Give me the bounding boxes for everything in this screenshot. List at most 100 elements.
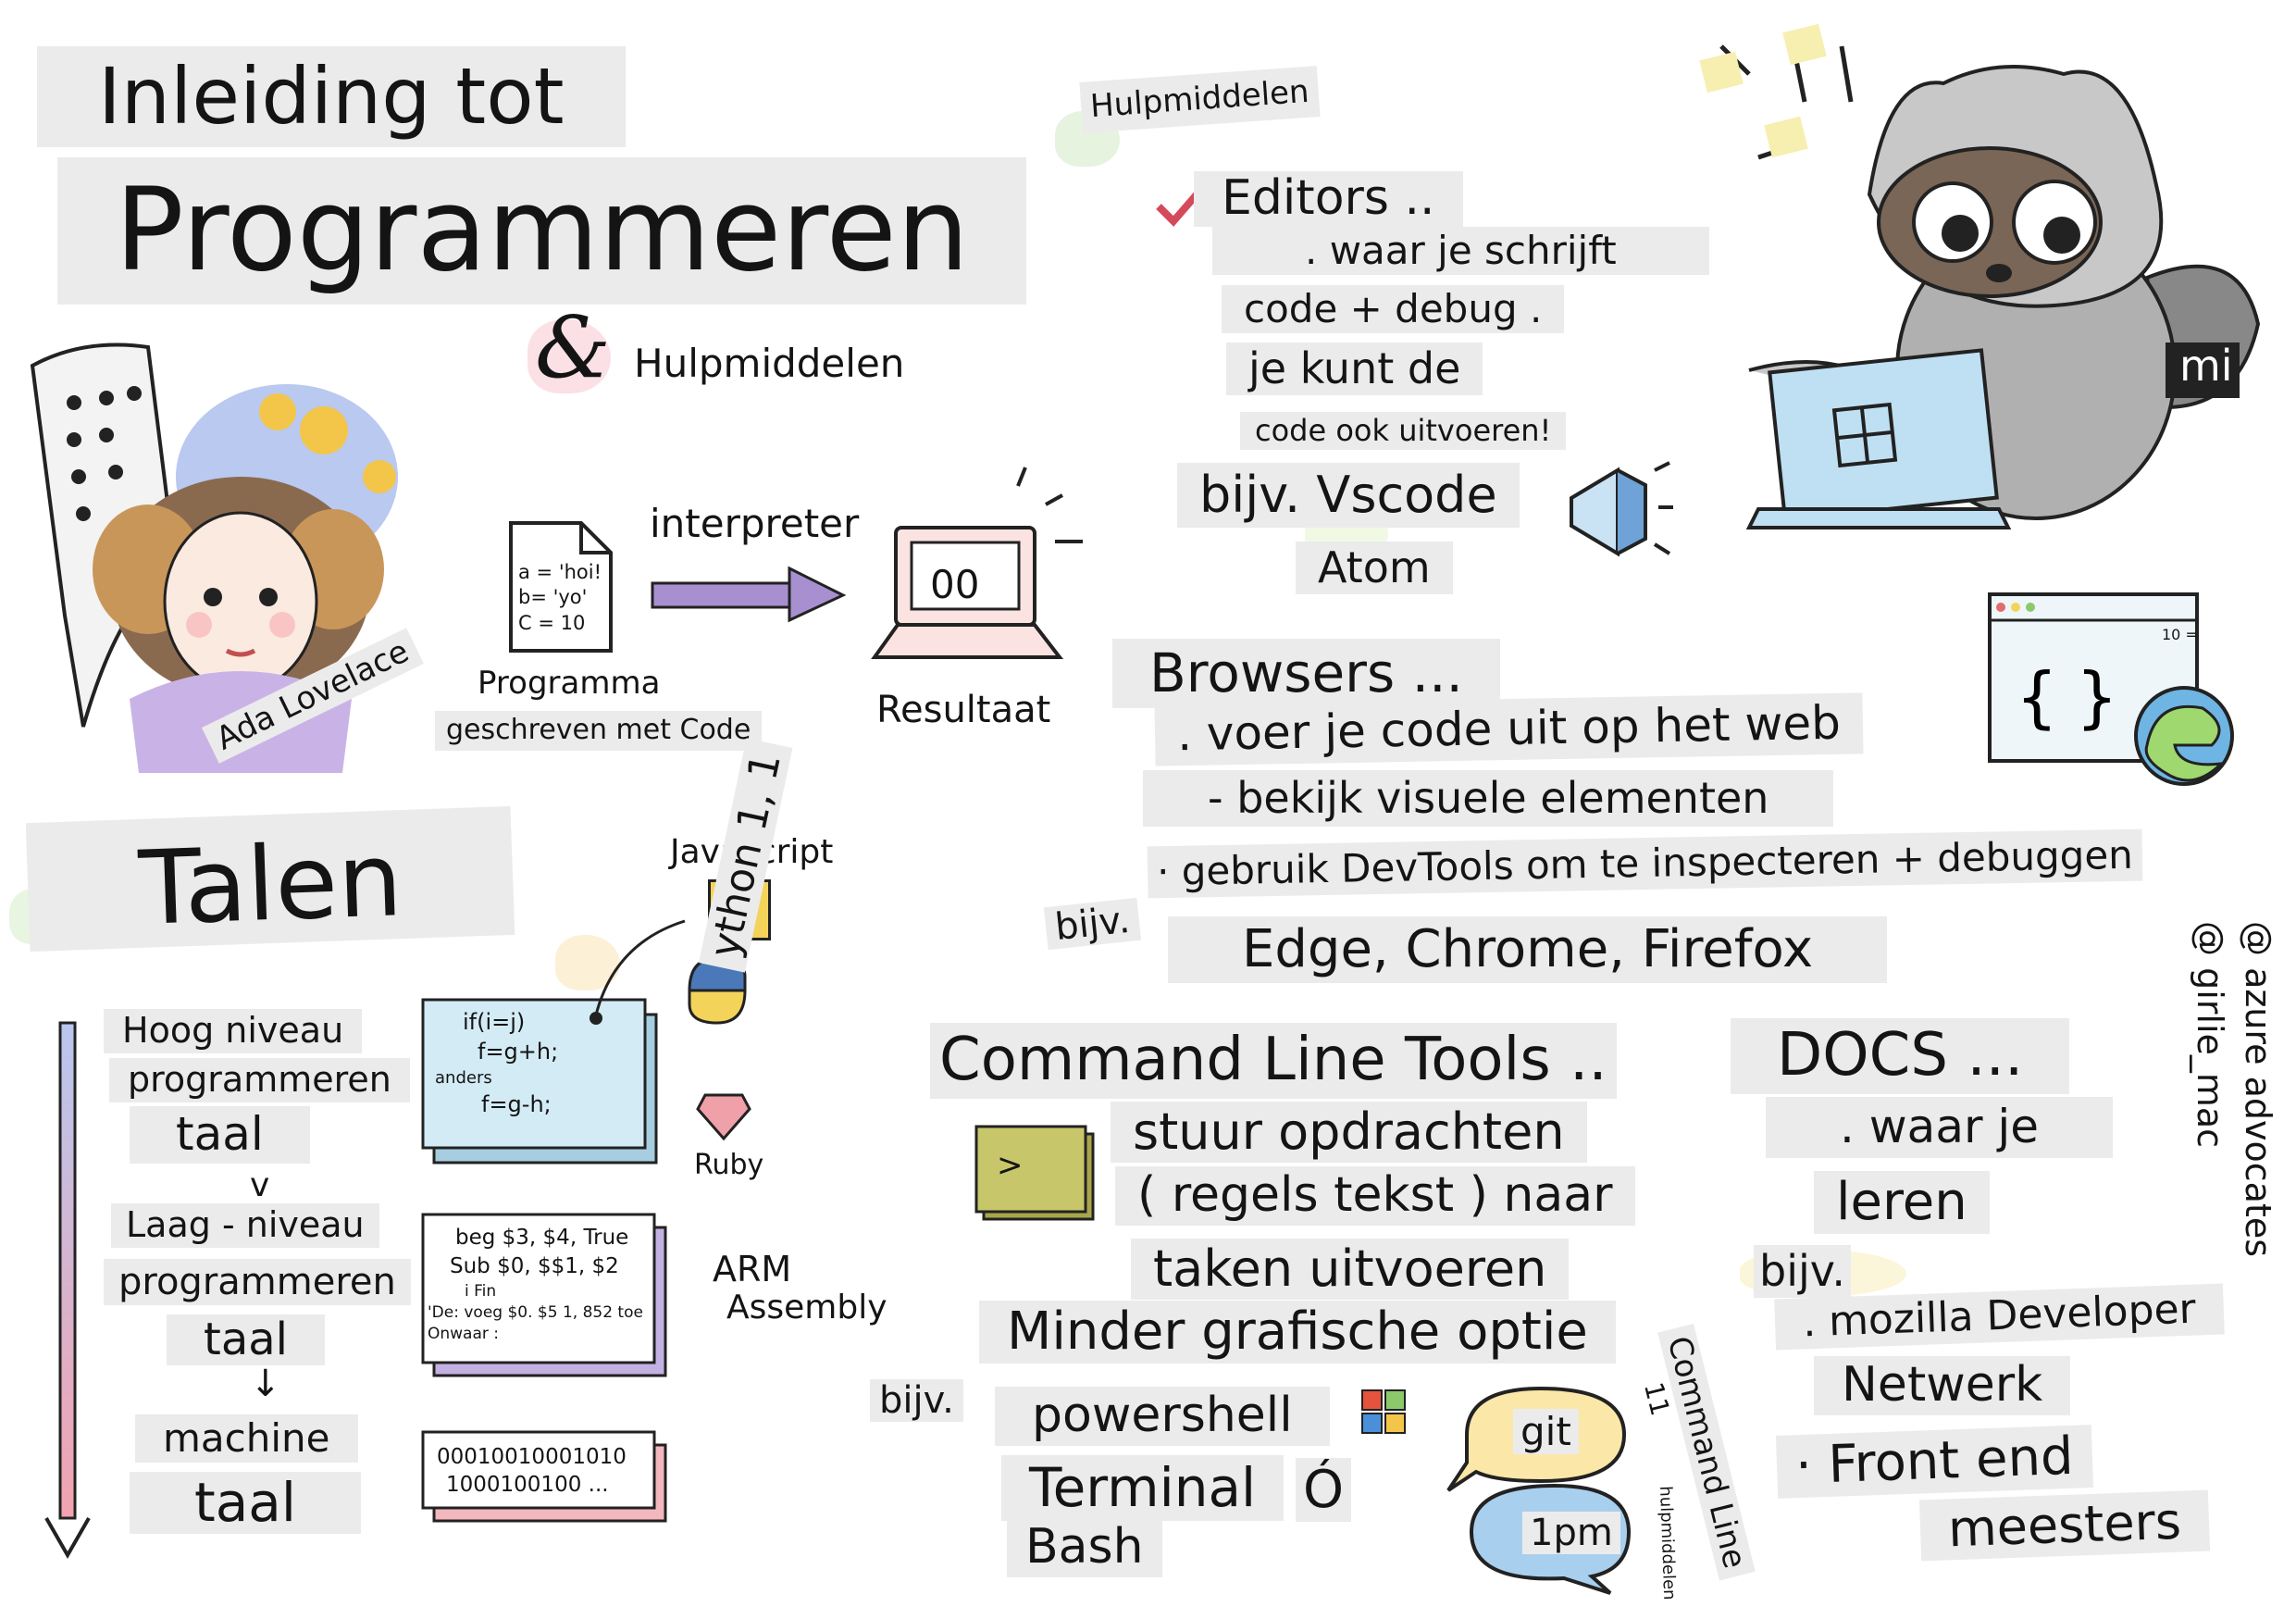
credit-azure: @ azure advocates (2238, 921, 2278, 1258)
ruby-label: Ruby (694, 1149, 764, 1181)
low-level-line1: Laag - niveau (111, 1203, 379, 1248)
editors-atom: Atom (1296, 542, 1453, 594)
browsers-line2: - bekijk visuele elementen (1143, 770, 1834, 827)
code-line: if(i=j) (463, 1009, 526, 1035)
edge-icon (2128, 680, 2240, 791)
code-line: b= 'yo' (518, 586, 588, 609)
browsers-line3: · gebruik DevTools om te inspecteren + d… (1147, 828, 2143, 899)
docs-title: DOCS ... (1731, 1018, 2070, 1094)
browsers-bijv: bijv. (1043, 897, 1142, 951)
docs-example-line2: Netwerk (1814, 1356, 2071, 1415)
high-level-line2: programmeren (109, 1058, 410, 1102)
high-level-line1: Hoog niveau (104, 1009, 363, 1053)
docs-line2: leren (1814, 1171, 1990, 1235)
cli-vertical-sub: hulpmiddelen (1656, 1486, 1680, 1600)
page-title: Programmeren (57, 157, 1027, 305)
docs-example-line4: meesters (1918, 1489, 2210, 1562)
cli-line2: ( regels tekst ) naar (1115, 1166, 1635, 1226)
high-level-code: if(i=j) f=g+h; anders f=g-h; (435, 1007, 558, 1119)
cli-bijv: bijv. (870, 1379, 963, 1422)
cli-example-terminal: Terminal (1001, 1455, 1285, 1521)
windows-icon (1360, 1389, 1407, 1435)
mascot-badge: mi (2179, 341, 2233, 391)
browsers-title: Browsers ... (1112, 639, 1500, 708)
high-level-line3: taal (130, 1106, 310, 1164)
terminal-icon: > (974, 1125, 1095, 1222)
svg-text:{: { (2016, 658, 2058, 736)
down-arrow-icon: ↓ (250, 1363, 281, 1405)
credit-girlie-mac: @ girlie_mac (2190, 921, 2230, 1149)
code-file-icon (509, 521, 613, 653)
low-level-line3: taal (167, 1314, 325, 1366)
code-line: i Fin (465, 1282, 497, 1301)
code-line: f=g+h; (478, 1039, 559, 1065)
level-scale-arrow (44, 1021, 93, 1560)
docs-example-line3: · Front end (1775, 1425, 2093, 1500)
binary-code: 00010010001010 1000100100 ... (437, 1444, 627, 1500)
editors-title: Editors .. (1194, 170, 1463, 227)
code-line: Onwaar : (428, 1324, 500, 1343)
result-label: Resultaat (876, 689, 1051, 731)
docs-bijv: bijv. (1754, 1245, 1852, 1298)
git-label: git (1513, 1409, 1579, 1454)
editors-example: bijv. Vscode (1177, 463, 1520, 529)
browsers-examples: Edge, Chrome, Firefox (1168, 916, 1888, 984)
editors-line3: je kunt de (1226, 342, 1483, 395)
code-line: a = 'hoi! (518, 561, 602, 583)
machine-line1: machine (135, 1414, 358, 1463)
code-line: 'De: voeg $0. $5 1, 852 toe (428, 1303, 643, 1323)
title-line1: Inleiding tot (37, 46, 626, 147)
tools-heading: Hulpmiddelen (1079, 66, 1321, 133)
code-line: f=g-h; (481, 1091, 552, 1118)
browsers-line1: . voer je code uit op het web (1154, 692, 1864, 766)
high-level-card (421, 998, 662, 1164)
interpreter-label: interpreter (650, 501, 860, 546)
terminal-prompt: > (997, 1147, 1024, 1184)
ada-lovelace-portrait (28, 338, 416, 773)
vscode-icon (1562, 461, 1673, 563)
ruby-icon (696, 1090, 751, 1141)
binary-card (421, 1430, 671, 1523)
interpreter-arrow (651, 566, 847, 623)
cli-example-powershell: powershell (995, 1387, 1330, 1446)
v-separator: v (250, 1166, 270, 1204)
assembly-card (421, 1213, 671, 1379)
apple-icon: Ó (1296, 1458, 1352, 1522)
npm-label: 1pm (1522, 1512, 1620, 1554)
cli-example-bash: Bash (1007, 1518, 1162, 1577)
cli-line1: stuur opdrachten (1111, 1102, 1587, 1164)
code-line: anders (435, 1067, 492, 1088)
languages-title: Talen (25, 805, 515, 952)
machine-line2: taal (130, 1472, 361, 1534)
cli-line3: taken uitvoeren (1131, 1239, 1570, 1301)
ampersand-icon: & (535, 298, 611, 397)
git-bubble: git (1439, 1379, 1643, 1500)
npm-bubble: 1pm (1453, 1476, 1657, 1597)
sparkle-icon (1009, 467, 1092, 579)
card-connector (590, 916, 703, 1027)
code-line: 00010010001010 (437, 1445, 627, 1469)
docs-line1: . waar je (1766, 1097, 2114, 1158)
editors-line4: code ook uitvoeren! (1240, 412, 1567, 450)
checkmark-icon (1155, 190, 1201, 227)
assembly-label: Assembly (726, 1289, 887, 1326)
code-file-lines: a = 'hoi! b= 'yo' C = 10 (518, 560, 602, 636)
program-sublabel: geschreven met Code (435, 711, 763, 751)
program-label: Programma (478, 665, 661, 702)
low-level-line2: programmeren (104, 1259, 411, 1305)
cli-line4: Minder grafische optie (979, 1301, 1616, 1364)
svg-text:}: } (2076, 658, 2118, 736)
raccoon-mascot (1666, 19, 2261, 537)
code-line: beg $3, $4, True (455, 1226, 629, 1250)
editors-line1: . waar je schrijft (1212, 227, 1709, 276)
browser-tab-text: 10 = (2162, 626, 2198, 643)
editors-line2: code + debug . (1222, 285, 1565, 334)
arm-label: ARM (713, 1249, 792, 1289)
assembly-code: beg $3, $4, True Sub $0, $$1, $2 i Fin '… (428, 1224, 643, 1345)
code-line: C = 10 (518, 611, 586, 634)
tools-subtitle: Hulpmiddelen (634, 341, 905, 386)
cli-title: Command Line Tools .. (930, 1023, 1617, 1099)
screen-output: 00 (930, 562, 980, 607)
code-line: 1000100100 ... (446, 1472, 609, 1497)
code-line: Sub $0, $$1, $2 (450, 1254, 619, 1279)
